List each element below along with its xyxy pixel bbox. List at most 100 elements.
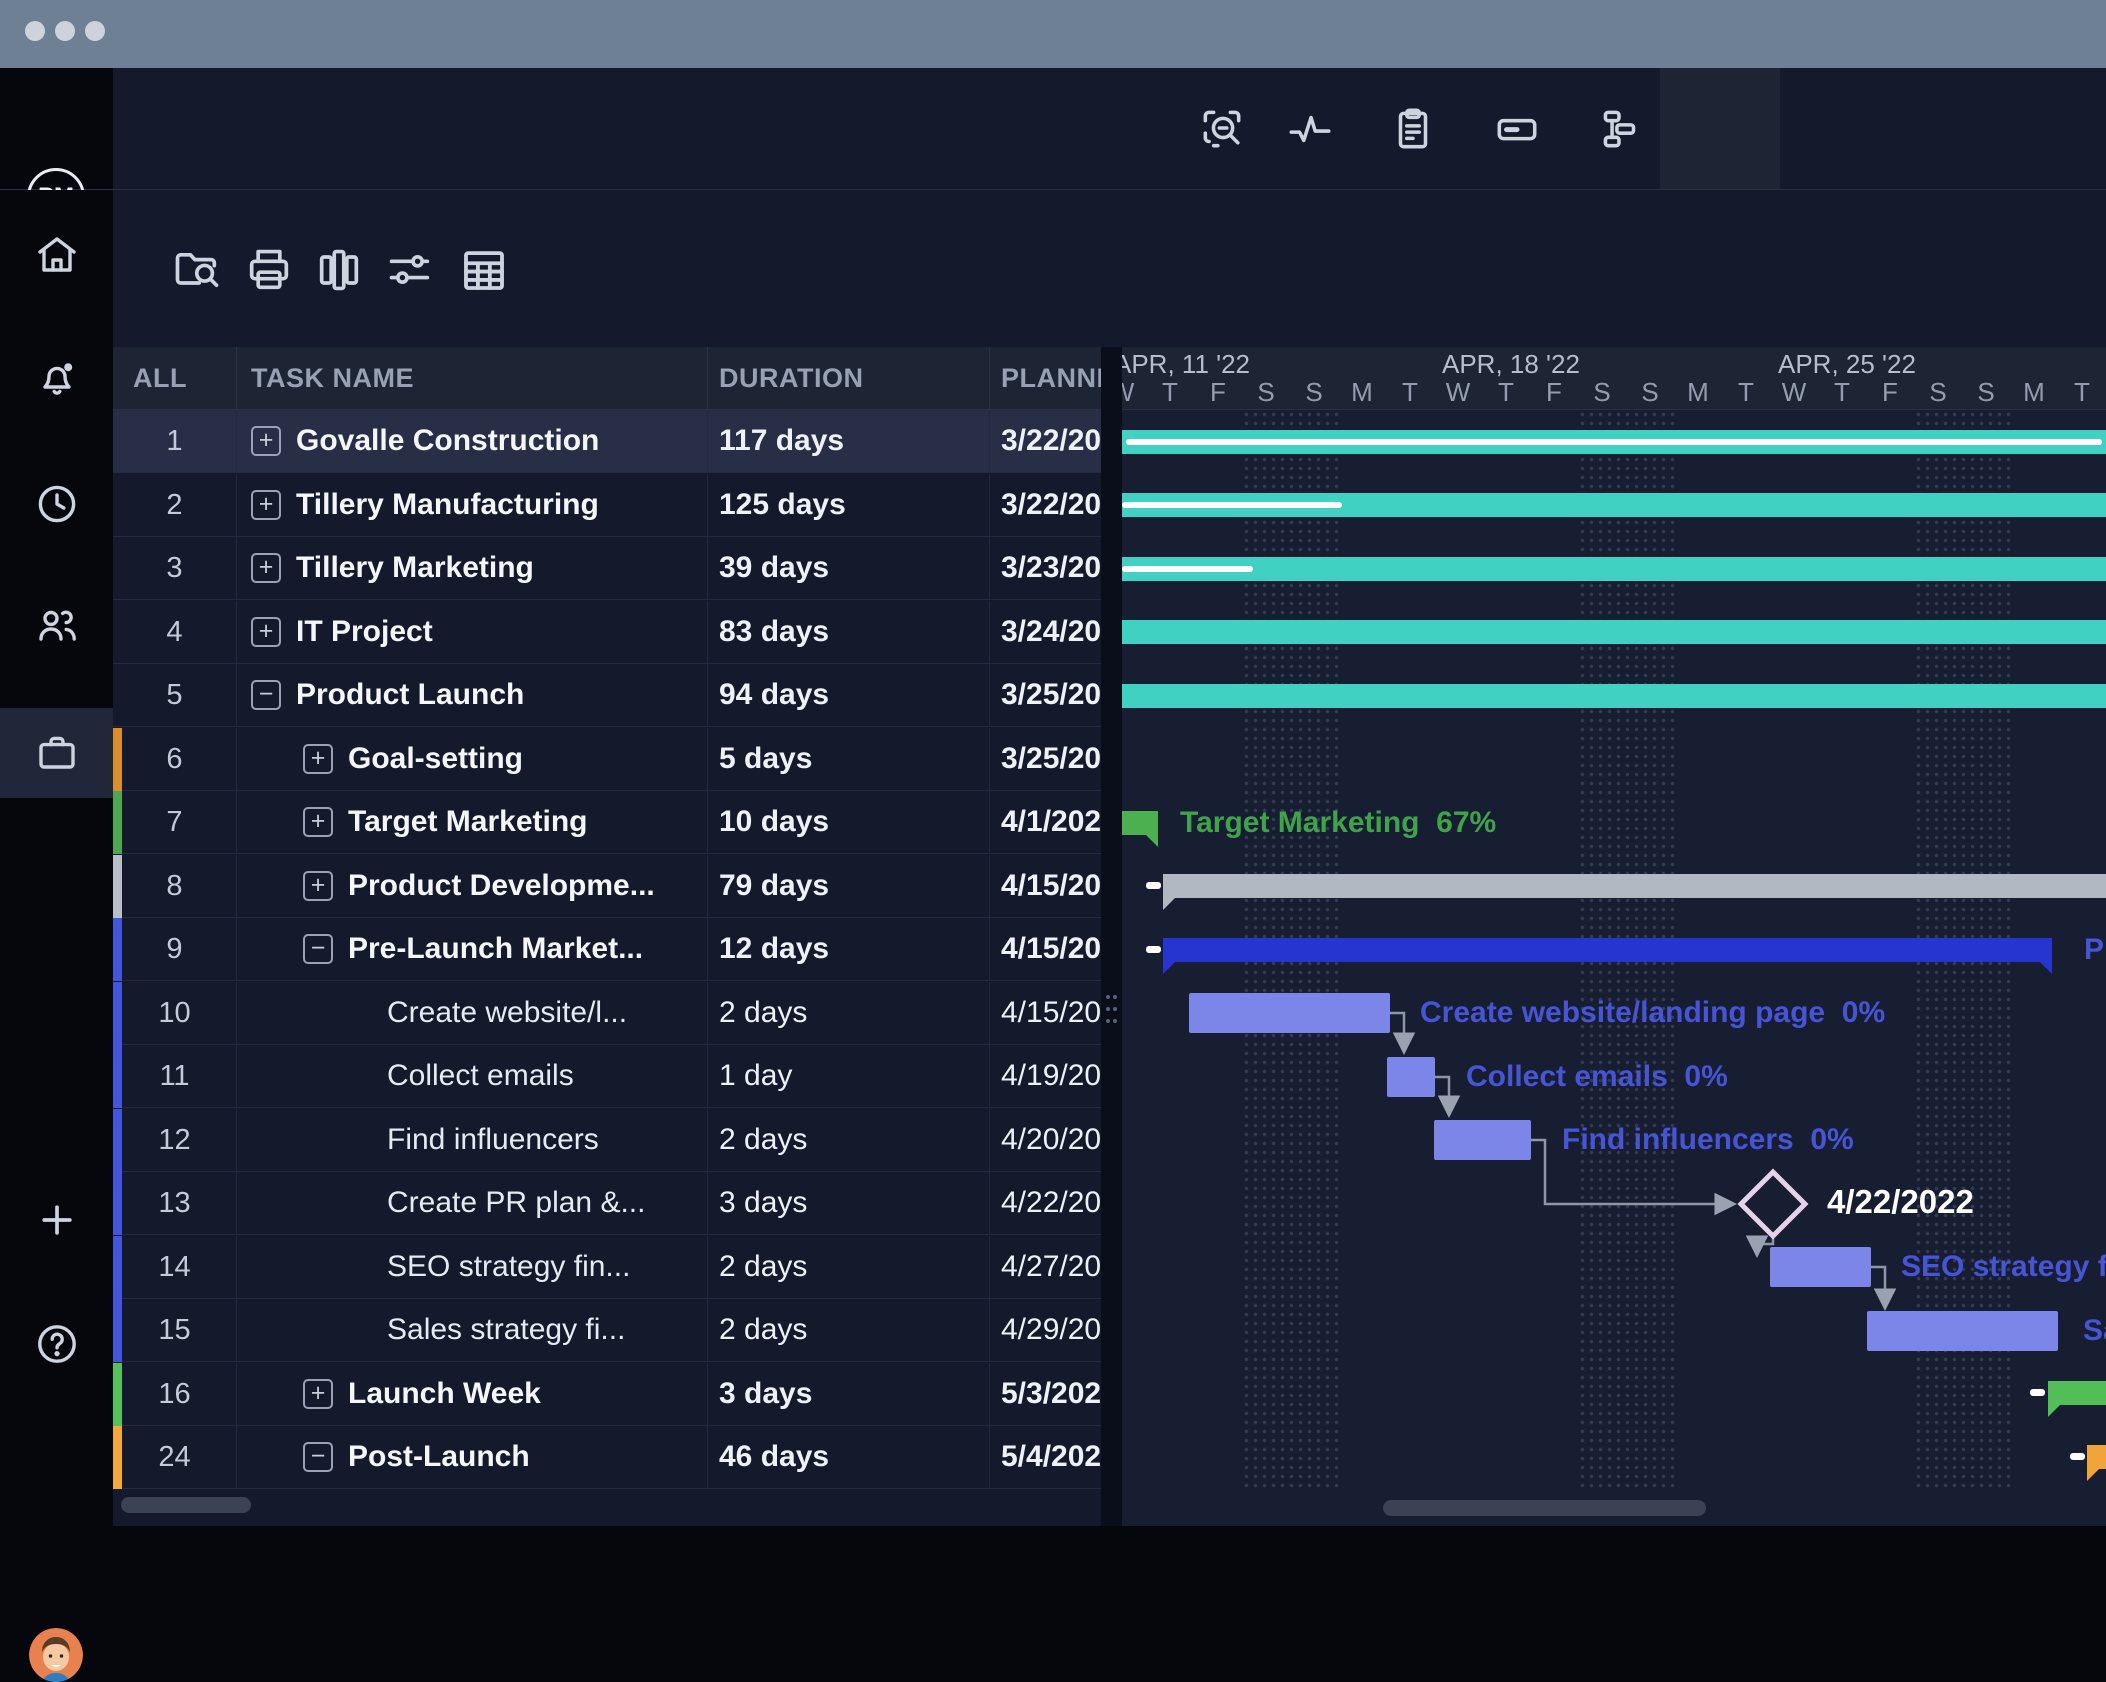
- table-row[interactable]: 16 + Launch Week 3 days 5/3/2022: [113, 1363, 1101, 1426]
- dependency-connectors: [1390, 1011, 1897, 1311]
- gantt-task-bar[interactable]: [1387, 1057, 1435, 1097]
- task-name: SEO strategy fin...: [387, 1250, 631, 1283]
- progress-handle[interactable]: [1146, 882, 1161, 889]
- window-dot-icon[interactable]: [85, 21, 105, 41]
- week-label: APR, 11 '22: [1122, 349, 1251, 379]
- task-name: Post-Launch: [348, 1440, 530, 1473]
- column-header-planned[interactable]: PLANNED ST: [1001, 363, 1101, 393]
- table-row[interactable]: 2 + Tillery Manufacturing 125 days 3/22/2…: [113, 474, 1101, 537]
- table-row[interactable]: 4 + IT Project 83 days 3/24/2022: [113, 601, 1101, 664]
- collapse-toggle-icon[interactable]: −: [251, 680, 281, 710]
- week-label: APR, 18 '22: [1442, 349, 1580, 379]
- gantt-summary-bar[interactable]: [1163, 874, 2106, 910]
- progress-handle[interactable]: [1146, 946, 1161, 953]
- team-icon[interactable]: [27, 595, 87, 655]
- expand-toggle-icon[interactable]: +: [251, 426, 281, 456]
- table-row[interactable]: 5 −Product Launch 94 days 3/25/2022: [113, 664, 1101, 727]
- table-row[interactable]: 11 Collect emails 1 day 4/19/2022: [113, 1045, 1101, 1108]
- task-duration: 39 days: [708, 537, 990, 599]
- column-header-duration[interactable]: DURATION: [708, 347, 990, 410]
- table-row[interactable]: 10 Create website/l... 2 days 4/15/2022: [113, 982, 1101, 1045]
- task-planned-start: 4/15/2022: [1001, 869, 1101, 902]
- gantt-horizontal-scrollbar[interactable]: [1383, 1500, 1706, 1516]
- table-horizontal-scrollbar[interactable]: [121, 1497, 251, 1513]
- table-row[interactable]: 13 Create PR plan &... 3 days 4/22/2022: [113, 1172, 1101, 1235]
- progress-handle[interactable]: [2070, 1453, 2085, 1460]
- filters-icon[interactable]: [381, 241, 439, 299]
- collapse-toggle-icon[interactable]: −: [303, 934, 333, 964]
- task-name: Tillery Manufacturing: [296, 488, 599, 521]
- task-duration: 2 days: [708, 982, 990, 1044]
- gantt-task-bar[interactable]: [1867, 1311, 2058, 1351]
- gantt-chart-icon[interactable]: [1590, 99, 1650, 159]
- gantt-task-bar[interactable]: [1770, 1247, 1871, 1287]
- card-icon[interactable]: [1487, 99, 1547, 159]
- gantt-summary-bar[interactable]: [1163, 938, 2052, 974]
- task-planned-start: 5/3/2022: [1001, 1377, 1101, 1410]
- clock-icon[interactable]: [27, 474, 87, 534]
- gantt-task-bar[interactable]: [1189, 993, 1390, 1033]
- zoom-search-icon[interactable]: [1192, 99, 1252, 159]
- table-row[interactable]: 1 + Govalle Construction 117 days 3/22/20…: [113, 410, 1101, 473]
- gantt-summary-bar[interactable]: [2048, 1381, 2106, 1417]
- gantt-summary-bar[interactable]: [1122, 430, 2106, 454]
- columns-icon[interactable]: [310, 241, 368, 299]
- task-planned-start: 4/20/2022: [1001, 1123, 1101, 1156]
- expand-toggle-icon[interactable]: +: [251, 617, 281, 647]
- activity-icon[interactable]: [1280, 99, 1340, 159]
- gantt-summary-bar[interactable]: [1122, 557, 2106, 581]
- task-duration: 2 days: [708, 1109, 990, 1171]
- folder-search-icon[interactable]: [168, 241, 226, 299]
- collapse-toggle-icon[interactable]: −: [303, 1442, 333, 1472]
- gantt-bar-label: Sales strategy fi...: [2083, 1314, 2106, 1347]
- window-dot-icon[interactable]: [25, 21, 45, 41]
- row-number: 6: [113, 728, 237, 790]
- avatar[interactable]: [29, 1628, 83, 1682]
- table-row[interactable]: 7 + Target Marketing 10 days 4/1/2022: [113, 791, 1101, 854]
- column-header-all[interactable]: ALL: [113, 347, 237, 410]
- gantt-task-bar[interactable]: [1434, 1120, 1531, 1160]
- add-plus-icon[interactable]: [27, 1190, 87, 1250]
- clipboard-icon[interactable]: [1383, 99, 1443, 159]
- gantt-summary-bar[interactable]: [1122, 811, 1158, 847]
- table-row[interactable]: 14 SEO strategy fin... 2 days 4/27/2022: [113, 1236, 1101, 1299]
- milestone-diamond-icon[interactable]: [1737, 1168, 1809, 1240]
- window-dot-icon[interactable]: [55, 21, 75, 41]
- table-row[interactable]: 24 −Post-Launch 46 days 5/4/2022: [113, 1426, 1101, 1489]
- printer-icon[interactable]: [240, 241, 298, 299]
- task-color-strip: [113, 1172, 122, 1235]
- expand-toggle-icon[interactable]: +: [303, 744, 333, 774]
- logo-cell: PM: [0, 68, 113, 226]
- help-icon[interactable]: [27, 1314, 87, 1374]
- table-row[interactable]: 9 −Pre-Launch Market... 12 days 4/15/202…: [113, 918, 1101, 981]
- gantt-summary-bar[interactable]: [1122, 620, 2106, 644]
- day-letter: S: [1257, 377, 1275, 407]
- table-row[interactable]: 12 Find influencers 2 days 4/20/2022: [113, 1109, 1101, 1172]
- column-header-task-name[interactable]: TASK NAME: [237, 347, 708, 410]
- gantt-summary-bar[interactable]: [2087, 1445, 2106, 1481]
- notifications-bell-icon[interactable]: [27, 348, 87, 408]
- progress-handle[interactable]: [2030, 1389, 2045, 1396]
- portfolio-briefcase-icon[interactable]: [27, 723, 87, 783]
- task-duration: 117 days: [708, 410, 990, 472]
- expand-toggle-icon[interactable]: +: [251, 553, 281, 583]
- grid-icon[interactable]: [455, 241, 513, 299]
- summary-bar-tail: [1163, 898, 1175, 910]
- table-row[interactable]: 3 + Tillery Marketing 39 days 3/23/2022: [113, 537, 1101, 600]
- expand-toggle-icon[interactable]: +: [303, 807, 333, 837]
- window-titlebar: [0, 0, 2106, 68]
- gantt-summary-bar[interactable]: [1122, 493, 2106, 517]
- table-row[interactable]: 8 + Product Developme... 79 days 4/15/202…: [113, 855, 1101, 918]
- expand-toggle-icon[interactable]: +: [303, 1379, 333, 1409]
- table-row[interactable]: 15 Sales strategy fi... 2 days 4/29/2022: [113, 1299, 1101, 1362]
- gantt-summary-bar[interactable]: [1122, 684, 2106, 708]
- task-color-strip: [113, 728, 122, 791]
- table-row[interactable]: 6 + Goal-setting 5 days 3/25/2022: [113, 728, 1101, 791]
- task-color-strip: [113, 855, 122, 918]
- row-number: 4: [113, 601, 237, 663]
- expand-toggle-icon[interactable]: +: [303, 871, 333, 901]
- home-icon[interactable]: [27, 225, 87, 285]
- table-gantt-splitter[interactable]: [1101, 347, 1122, 1526]
- task-name: Product Launch: [296, 678, 525, 711]
- expand-toggle-icon[interactable]: +: [251, 490, 281, 520]
